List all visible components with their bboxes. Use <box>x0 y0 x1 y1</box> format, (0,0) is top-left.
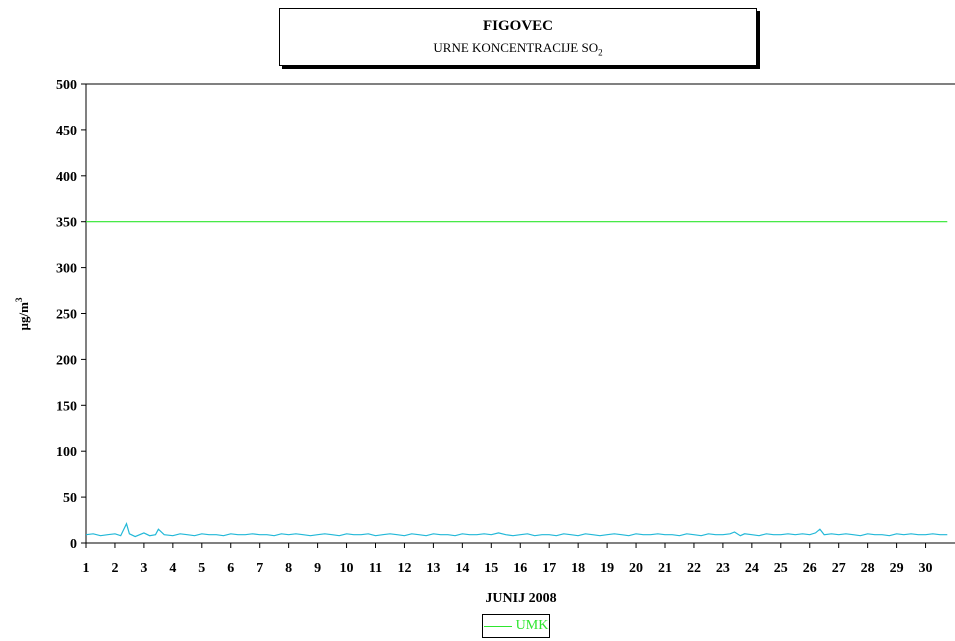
x-axis-label: JUNIJ 2008 <box>485 591 556 606</box>
x-tick-label: 16 <box>513 561 527 576</box>
x-tick-label: 5 <box>198 561 205 576</box>
x-tick-label: 12 <box>397 561 411 576</box>
x-tick-label: 24 <box>745 561 759 576</box>
x-tick-label: 6 <box>227 561 234 576</box>
y-tick-label: 200 <box>56 353 77 368</box>
x-tick-label: 22 <box>687 561 701 576</box>
chart-subtitle-subscript: 2 <box>598 47 603 58</box>
y-tick-label: 500 <box>56 78 77 93</box>
x-tick-label: 7 <box>256 561 263 576</box>
chart-title: FIGOVEC <box>482 18 553 34</box>
y-tick-label: 50 <box>63 491 77 506</box>
y-tick-label: 100 <box>56 445 77 460</box>
series-line-so2 <box>85 522 948 538</box>
x-tick-label: 8 <box>285 561 292 576</box>
x-tick-label: 21 <box>658 561 672 576</box>
x-tick-label: 10 <box>340 561 354 576</box>
x-tick-label: 1 <box>83 561 90 576</box>
legend-label-umk: UMK <box>515 618 549 633</box>
x-tick-label: 15 <box>484 561 498 576</box>
y-axis-label: µg/m3 <box>14 297 31 330</box>
x-tick-label: 28 <box>861 561 875 576</box>
chart-title-box: FIGOVEC URNE KONCENTRACIJE SO2 <box>279 8 757 66</box>
x-tick-label: 9 <box>314 561 321 576</box>
x-tick-label: 26 <box>803 561 817 576</box>
x-tick-label: 14 <box>455 561 469 576</box>
x-tick-label: 30 <box>919 561 933 576</box>
x-tick-label: 18 <box>571 561 585 576</box>
x-tick-label: 11 <box>369 561 382 576</box>
y-tick-label: 150 <box>56 399 77 414</box>
y-axis-label-sup: 3 <box>14 297 24 302</box>
legend: UMK <box>482 614 550 638</box>
x-tick-label: 19 <box>600 561 614 576</box>
x-tick-label: 4 <box>169 561 176 576</box>
y-tick-label: 450 <box>56 124 77 139</box>
chart-subtitle: URNE KONCENTRACIJE SO2 <box>280 40 756 58</box>
x-tick-label: 17 <box>542 561 556 576</box>
y-tick-label: 0 <box>70 537 77 552</box>
x-tick-label: 20 <box>629 561 643 576</box>
y-tick-label: 300 <box>56 262 77 277</box>
x-tick-label: 27 <box>832 561 846 576</box>
x-tick-label: 23 <box>716 561 730 576</box>
chart-subtitle-text: URNE KONCENTRACIJE SO <box>433 40 599 55</box>
y-tick-label: 400 <box>56 170 77 185</box>
y-tick-label: 350 <box>56 216 77 231</box>
x-tick-label: 13 <box>426 561 440 576</box>
x-tick-label: 25 <box>774 561 788 576</box>
legend-swatch-umk <box>483 625 512 627</box>
y-axis-label-main: µg/m <box>16 302 31 331</box>
y-tick-label: 250 <box>56 308 77 323</box>
x-tick-label: 2 <box>111 561 118 576</box>
x-tick-label: 29 <box>890 561 904 576</box>
x-tick-label: 3 <box>140 561 147 576</box>
